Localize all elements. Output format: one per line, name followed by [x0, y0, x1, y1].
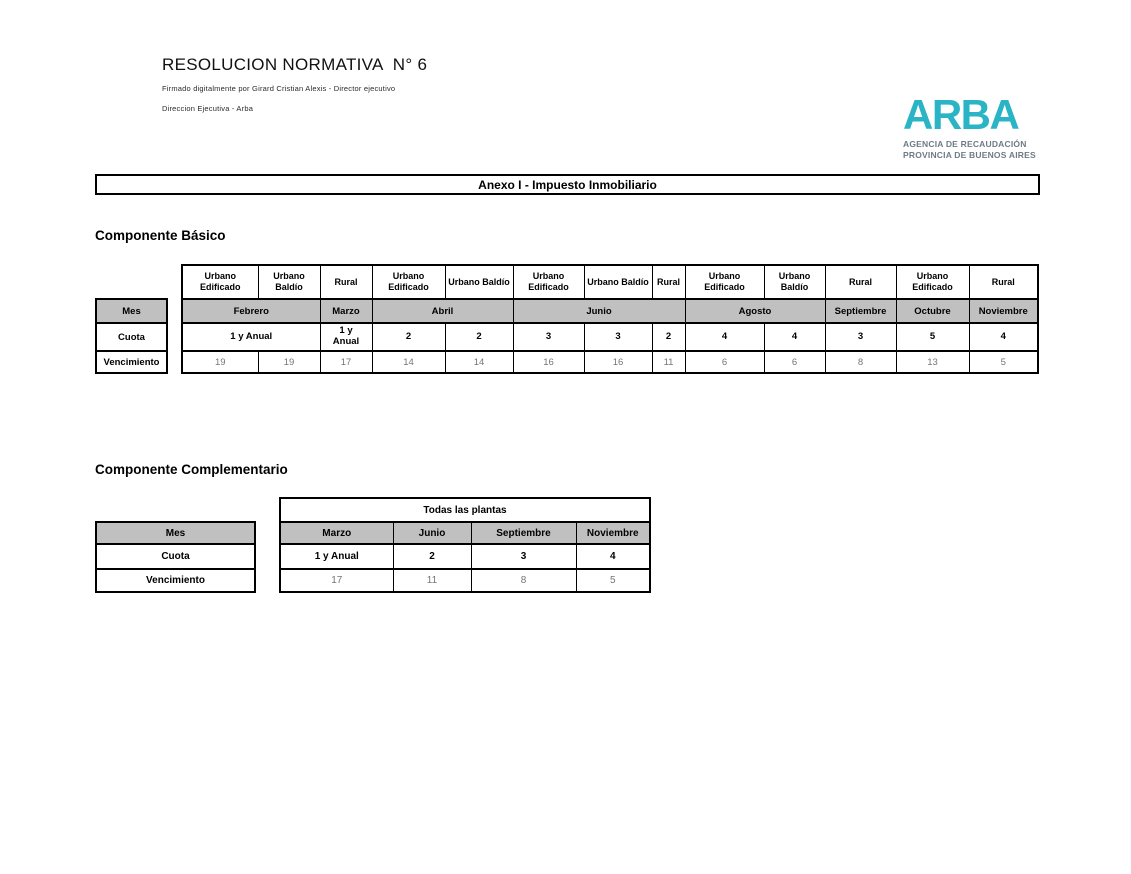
arba-logo: ARBA AGENCIA DE RECAUDACIÓN PROVINCIA DE… [903, 94, 1036, 160]
basic-row-label-mes: Mes [95, 298, 168, 324]
mes-cell: Junio [512, 298, 686, 324]
basic-section-heading: Componente Básico [95, 228, 226, 243]
mes-cell: Junio [392, 521, 472, 545]
cuota-cell: 3 [470, 543, 577, 570]
complementary-schedule-table: Todas las plantas Marzo Junio Septiembre… [279, 497, 651, 593]
tipo-header-cell: Urbano Baldío [444, 264, 514, 300]
cuota-cell: 2 [392, 543, 472, 570]
basic-row-label-cuota: Cuota [95, 322, 168, 352]
arba-logo-wordmark: ARBA [903, 91, 1020, 138]
vencimiento-cell: 6 [763, 350, 826, 374]
comp-vencimiento-row: 17 11 8 5 [279, 568, 651, 593]
vencimiento-cell: 14 [444, 350, 514, 374]
tipo-header-cell: Rural [824, 264, 897, 300]
tipo-header-cell: Urbano Edificado [684, 264, 765, 300]
comp-cuota-row: 1 y Anual 2 3 4 [279, 543, 651, 570]
tipo-header-cell: Urbano Edificado [371, 264, 446, 300]
vencimiento-cell: 8 [470, 568, 577, 593]
basic-mes-row: Febrero Marzo Abril Junio Agosto Septiem… [181, 298, 1039, 324]
arba-logo-subtitle: AGENCIA DE RECAUDACIÓN PROVINCIA DE BUEN… [903, 139, 1036, 160]
cuota-cell: 4 [575, 543, 651, 570]
comp-row-label-vencimiento: Vencimiento [95, 568, 256, 593]
vencimiento-cell: 13 [895, 350, 970, 374]
basic-cuota-row: 1 y Anual 1 y Anual 2 2 3 3 2 4 4 3 5 4 [181, 322, 1039, 352]
document-title: RESOLUCION NORMATIVA N° 6 [162, 55, 428, 74]
cuota-cell: 4 [684, 322, 765, 352]
vencimiento-cell: 19 [181, 350, 259, 374]
cuota-cell: 4 [968, 322, 1039, 352]
annex-banner: Anexo I - Impuesto Inmobiliario [95, 174, 1040, 195]
mes-cell: Octubre [895, 298, 970, 324]
cuota-cell: 2 [371, 322, 446, 352]
tipo-header-cell: Rural [651, 264, 686, 300]
cuota-cell: 3 [512, 322, 585, 352]
cuota-cell: 1 y Anual [279, 543, 394, 570]
cuota-cell: 3 [824, 322, 897, 352]
tipo-header-cell: Urbano Edificado [512, 264, 585, 300]
cuota-cell: 1 y Anual [181, 322, 321, 352]
tipo-header-cell: Rural [319, 264, 373, 300]
digital-signature-line: Firmado digitalmente por Girard Cristian… [162, 84, 396, 93]
vencimiento-cell: 14 [371, 350, 446, 374]
comp-header-cell: Todas las plantas [279, 497, 651, 523]
mes-cell: Agosto [684, 298, 826, 324]
signature-office-line: Direccion Ejecutiva - Arba [162, 104, 254, 113]
basic-tipo-header-row: Urbano Edificado Urbano Baldío Rural Urb… [181, 264, 1039, 300]
comp-row-label-cuota: Cuota [95, 543, 256, 570]
arba-logo-subtitle-line1: AGENCIA DE RECAUDACIÓN [903, 139, 1027, 149]
tipo-header-cell: Rural [968, 264, 1039, 300]
mes-cell: Noviembre [968, 298, 1039, 324]
vencimiento-cell: 16 [583, 350, 653, 374]
vencimiento-cell: 16 [512, 350, 585, 374]
vencimiento-cell: 5 [575, 568, 651, 593]
vencimiento-cell: 6 [684, 350, 765, 374]
cuota-cell-text: 1 y Anual [332, 325, 360, 347]
vencimiento-cell: 11 [651, 350, 686, 374]
tipo-header-cell: Urbano Baldío [583, 264, 653, 300]
annex-banner-title: Anexo I - Impuesto Inmobiliario [478, 177, 657, 192]
mes-cell: Septiembre [824, 298, 897, 324]
vencimiento-cell: 5 [968, 350, 1039, 374]
cuota-cell: 5 [895, 322, 970, 352]
vencimiento-cell: 17 [319, 350, 373, 374]
vencimiento-cell: 19 [257, 350, 321, 374]
mes-cell: Noviembre [575, 521, 651, 545]
tipo-header-cell: Urbano Edificado [895, 264, 970, 300]
tipo-header-cell: Urbano Baldío [763, 264, 826, 300]
vencimiento-cell: 11 [392, 568, 472, 593]
comp-row-label-mes: Mes [95, 521, 256, 545]
cuota-cell: 3 [583, 322, 653, 352]
tipo-header-cell: Urbano Baldío [257, 264, 321, 300]
basic-row-label-vencimiento: Vencimiento [95, 350, 168, 374]
mes-cell: Abril [371, 298, 514, 324]
vencimiento-cell: 17 [279, 568, 394, 593]
comp-header-row: Todas las plantas [279, 497, 651, 523]
vencimiento-cell: 8 [824, 350, 897, 374]
mes-cell: Febrero [181, 298, 321, 324]
mes-cell: Septiembre [470, 521, 577, 545]
basic-row-label-table: Mes Cuota Vencimiento [95, 298, 168, 374]
arba-logo-subtitle-line2: PROVINCIA DE BUENOS AIRES [903, 149, 1036, 160]
cuota-cell: 2 [651, 322, 686, 352]
cuota-cell: 2 [444, 322, 514, 352]
cuota-cell: 4 [763, 322, 826, 352]
mes-cell: Marzo [319, 298, 373, 324]
mes-cell: Marzo [279, 521, 394, 545]
basic-vencimiento-row: 19 19 17 14 14 16 16 11 6 6 8 13 5 [181, 350, 1039, 374]
tipo-header-cell: Urbano Edificado [181, 264, 259, 300]
cuota-cell: 1 y Anual [319, 322, 373, 352]
comp-mes-row: Marzo Junio Septiembre Noviembre [279, 521, 651, 545]
complementary-row-label-table: Mes Cuota Vencimiento [95, 521, 256, 593]
basic-schedule-table: Urbano Edificado Urbano Baldío Rural Urb… [181, 264, 1039, 374]
complementary-section-heading: Componente Complementario [95, 462, 288, 477]
